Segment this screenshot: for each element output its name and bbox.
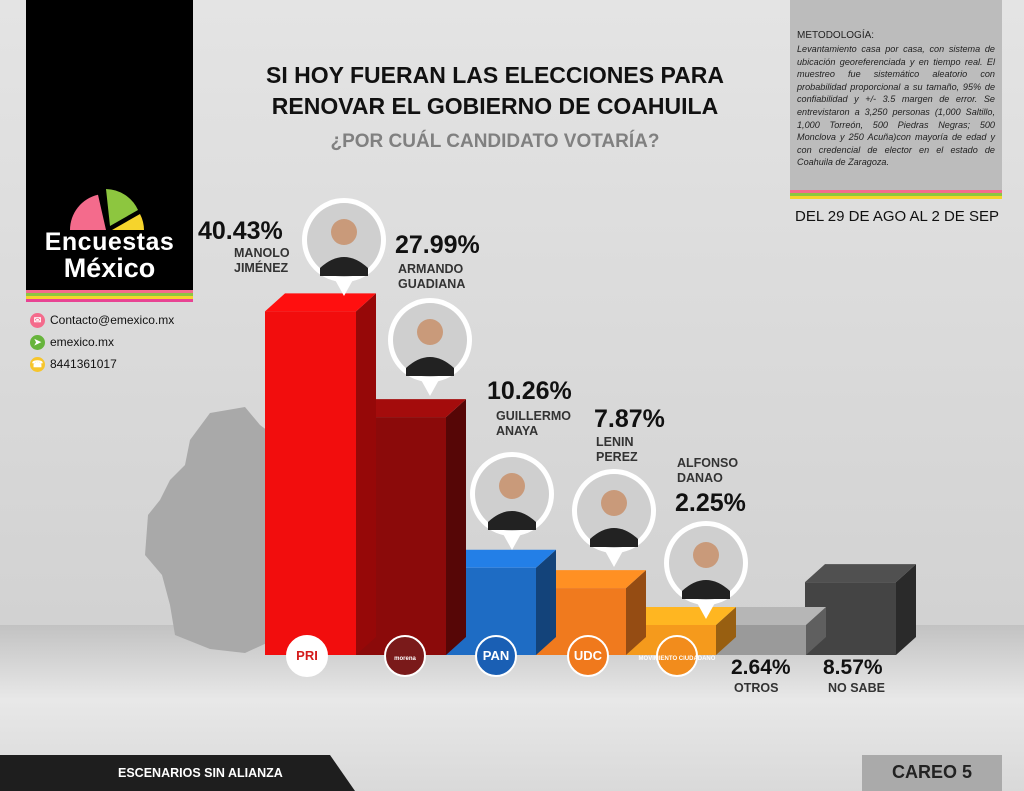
chart-title-line2: RENOVAR EL GOBIERNO DE COAHUILA <box>271 93 719 119</box>
party-logo-text: MOVIMIENTO CIUDADANO <box>639 656 716 662</box>
candidate-face-icon <box>693 542 719 568</box>
brand-color-stripes <box>26 290 193 302</box>
candidate-name-lenin: LENIN PEREZ <box>596 435 638 464</box>
bar-top <box>355 399 466 418</box>
bubble-pointer <box>502 532 522 550</box>
scenario-label: ESCENARIOS SIN ALIANZA <box>118 766 283 780</box>
party-logo-text: PRI <box>296 648 318 663</box>
data-label-otros: 2.64% <box>731 656 791 679</box>
party-logo-text: morena <box>394 656 416 662</box>
party-logo-movimiento-icon <box>656 635 698 677</box>
methodology-color-stripes <box>790 190 1002 199</box>
methodology-title: METODOLOGÍA: <box>797 30 875 41</box>
phone-icon: ☎ <box>30 356 45 372</box>
data-label-manolo: 40.43% <box>198 217 283 245</box>
party-logo-morena-icon <box>384 635 426 677</box>
chart-title-line1: SI HOY FUERAN LAS ELECCIONES PARA <box>266 62 724 88</box>
email-icon: ✉ <box>30 312 45 328</box>
careo-label: CAREO 5 <box>891 762 972 782</box>
candidate-name-alfonso: ALFONSO DANAO <box>677 456 739 485</box>
data-label-no-sabe: 8.57% <box>823 656 883 679</box>
candidate-suit-icon <box>320 257 368 276</box>
candidate-suit-icon <box>590 528 638 547</box>
data-label-lenin: 7.87% <box>594 405 665 433</box>
contact-website-text: emexico.mx <box>50 335 115 349</box>
party-logo-udc-icon <box>567 635 609 677</box>
candidate-name-armando: ARMANDO GUADIANA <box>398 262 466 291</box>
contact-email-text: Contacto@emexico.mx <box>50 313 175 327</box>
bar-top <box>535 570 646 589</box>
data-label-alfonso: 2.25% <box>675 489 746 517</box>
candidate-suit-icon <box>406 357 454 376</box>
data-label-guillermo: 10.26% <box>487 377 572 405</box>
contact-phone[interactable]: ☎ 8441361017 <box>30 355 117 373</box>
bar <box>265 311 356 655</box>
party-logo-pri-icon <box>286 635 328 677</box>
contact-website[interactable]: ➤ emexico.mx <box>30 333 114 351</box>
bar-side <box>356 293 376 655</box>
brand-logo-pie-icon <box>69 189 144 230</box>
category-label-no-sabe: NO SABE <box>828 681 885 695</box>
candidate-face-icon <box>417 319 443 345</box>
bar-side <box>626 570 646 655</box>
bar-top <box>265 293 376 312</box>
methodology-panel <box>790 0 1002 190</box>
bubble-pointer <box>604 549 624 567</box>
bar-top <box>805 564 916 583</box>
brand-name-line1: Encuestas <box>44 228 175 256</box>
contact-phone-text: 8441361017 <box>50 357 117 371</box>
candidate-name-manolo: MANOLO JIMÉNEZ <box>234 246 290 275</box>
bar-top <box>715 607 826 625</box>
brand-panel <box>26 0 193 290</box>
bar-side <box>446 399 466 655</box>
candidate-face-icon <box>601 490 627 516</box>
candidate-face-icon <box>331 219 357 245</box>
chart-subtitle: ¿POR CUÁL CANDIDATO VOTARÍA? <box>330 131 660 152</box>
bar-side <box>806 607 826 655</box>
category-label-otros: OTROS <box>734 681 779 695</box>
brand-name-line2: México <box>63 253 156 283</box>
bubble-pointer <box>420 378 440 396</box>
footer-left-banner <box>0 755 355 791</box>
cursor-icon: ➤ <box>30 334 45 350</box>
bubble-pointer <box>334 278 354 296</box>
party-logo-text: PAN <box>483 648 509 663</box>
party-logo-text: UDC <box>574 648 603 663</box>
contact-email[interactable]: ✉ Contacto@emexico.mx <box>30 311 174 329</box>
data-label-armando: 27.99% <box>395 231 480 259</box>
bar-side <box>716 607 736 655</box>
footer-right-banner <box>862 755 1002 791</box>
bubble-pointer <box>696 601 716 619</box>
candidate-face-icon <box>499 473 525 499</box>
bar-top <box>445 549 556 568</box>
candidate-name-guillermo: GUILLERMO ANAYA <box>496 409 571 438</box>
survey-date-range: DEL 29 DE AGO AL 2 DE SEP <box>795 208 999 225</box>
party-logo-pan-icon <box>475 635 517 677</box>
candidate-suit-icon <box>682 580 730 599</box>
bar-side <box>536 549 556 655</box>
bar-side <box>896 564 916 655</box>
methodology-text: Levantamiento casa por casa, con sistema… <box>797 44 995 168</box>
candidate-suit-icon <box>488 511 536 530</box>
